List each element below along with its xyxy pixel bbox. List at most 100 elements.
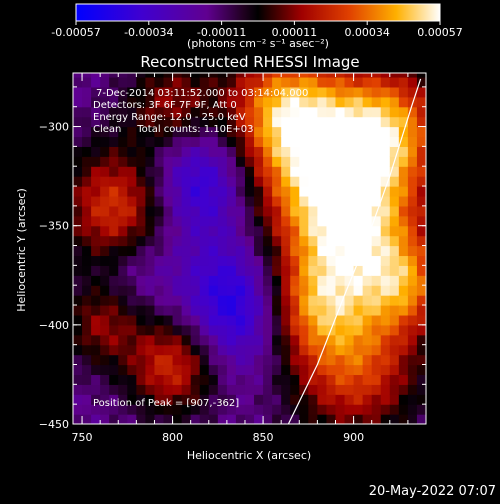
- heatmap-cell: [398, 414, 409, 424]
- heatmap-cell: [416, 235, 426, 247]
- heatmap-cell: [199, 295, 210, 306]
- heatmap-cell: [235, 305, 246, 316]
- heatmap-cell: [335, 186, 346, 197]
- heatmap-cell: [281, 86, 291, 98]
- heatmap-cell: [244, 195, 255, 207]
- heatmap-cell: [199, 116, 210, 128]
- heatmap-cell: [145, 364, 156, 376]
- heatmap-cell: [371, 205, 382, 217]
- heatmap-cell: [308, 116, 318, 128]
- heatmap-cell: [416, 245, 426, 257]
- heatmap-cell: [100, 96, 110, 108]
- heatmap-cell: [118, 156, 128, 167]
- heatmap-cell: [100, 275, 110, 286]
- heatmap-cell: [163, 384, 174, 395]
- heatmap-cell: [109, 255, 119, 266]
- heatmap-cell: [244, 374, 255, 385]
- y-tick-label: −300: [39, 121, 69, 134]
- heatmap-cell: [136, 96, 147, 108]
- heatmap-cell: [118, 285, 128, 296]
- heatmap-cell: [344, 295, 355, 306]
- heatmap-cell: [136, 186, 147, 197]
- heatmap-cell: [118, 314, 128, 326]
- heatmap-cell: [109, 344, 119, 356]
- heatmap-cell: [362, 106, 373, 118]
- heatmap-cell: [299, 295, 309, 306]
- heatmap-cell: [199, 96, 210, 108]
- heatmap-cell: [109, 225, 119, 237]
- heatmap-cell: [100, 205, 110, 217]
- heatmap-cell: [308, 394, 318, 405]
- heatmap-cell: [326, 265, 337, 276]
- heatmap-cell: [326, 354, 337, 366]
- heatmap-cell: [380, 166, 391, 177]
- heatmap-cell: [154, 156, 165, 167]
- heatmap-cell: [308, 334, 318, 346]
- chart-title: Reconstructed RHESSI Image: [140, 53, 359, 71]
- heatmap-cell: [163, 106, 174, 118]
- heatmap-cell: [380, 305, 391, 316]
- heatmap-cell: [353, 195, 364, 207]
- heatmap-cell: [226, 195, 237, 207]
- heatmap-cell: [208, 106, 219, 118]
- heatmap-cell: [127, 126, 137, 138]
- heatmap-cell: [208, 305, 219, 316]
- heatmap-cell: [118, 265, 128, 276]
- heatmap-cell: [163, 186, 174, 197]
- heatmap-cell: [136, 215, 147, 227]
- heatmap-cell: [82, 344, 92, 356]
- heatmap-cell: [163, 364, 174, 376]
- heatmap-cell: [100, 195, 110, 207]
- heatmap-cell: [100, 116, 110, 128]
- heatmap-cell: [127, 314, 137, 326]
- heatmap-cell: [344, 314, 355, 326]
- heatmap-cell: [389, 136, 400, 147]
- heatmap-cell: [344, 205, 355, 217]
- heatmap-cell: [154, 126, 165, 138]
- heatmap-cell: [244, 176, 255, 187]
- heatmap-cell: [263, 324, 273, 336]
- heatmap-cell: [326, 344, 337, 356]
- heatmap-cell: [73, 76, 83, 88]
- heatmap-cell: [380, 314, 391, 326]
- heatmap-cell: [172, 76, 183, 88]
- heatmap-cell: [407, 176, 418, 187]
- heatmap-cell: [416, 374, 426, 385]
- heatmap-cell: [317, 86, 328, 98]
- heatmap-cell: [290, 186, 300, 197]
- heatmap-cell: [416, 156, 426, 167]
- heatmap-cell: [190, 275, 201, 286]
- heatmap-cell: [308, 76, 318, 88]
- heatmap-cell: [73, 96, 83, 108]
- heatmap-cell: [416, 324, 426, 336]
- heatmap-cell: [118, 344, 128, 356]
- heatmap-cell: [172, 205, 183, 217]
- heatmap-cell: [181, 225, 192, 237]
- heatmap-cell: [407, 275, 418, 286]
- heatmap-cell: [91, 116, 101, 128]
- heatmap-cell: [145, 225, 156, 237]
- heatmap-cell: [254, 146, 264, 157]
- heatmap-cell: [290, 195, 300, 207]
- heatmap-cell: [244, 73, 255, 78]
- heatmap-cell: [416, 186, 426, 197]
- heatmap-cell: [317, 314, 328, 326]
- heatmap-cell: [362, 136, 373, 147]
- heatmap-cell: [154, 166, 165, 177]
- heatmap-cell: [208, 364, 219, 376]
- heatmap-cell: [281, 255, 291, 266]
- heatmap-cell: [389, 106, 400, 118]
- heatmap-cell: [145, 166, 156, 177]
- heatmap-cell: [371, 384, 382, 395]
- heatmap-cell: [127, 334, 137, 346]
- heatmap-cell: [281, 384, 291, 395]
- heatmap-cell: [82, 235, 92, 247]
- heatmap-cell: [82, 76, 92, 88]
- heatmap-cell: [217, 235, 228, 247]
- heatmap-cell: [263, 414, 273, 424]
- heatmap-cell: [353, 364, 364, 376]
- heatmap-cell: [416, 255, 426, 266]
- heatmap-cell: [118, 106, 128, 118]
- heatmap-cell: [100, 394, 110, 405]
- heatmap-cell: [299, 205, 309, 217]
